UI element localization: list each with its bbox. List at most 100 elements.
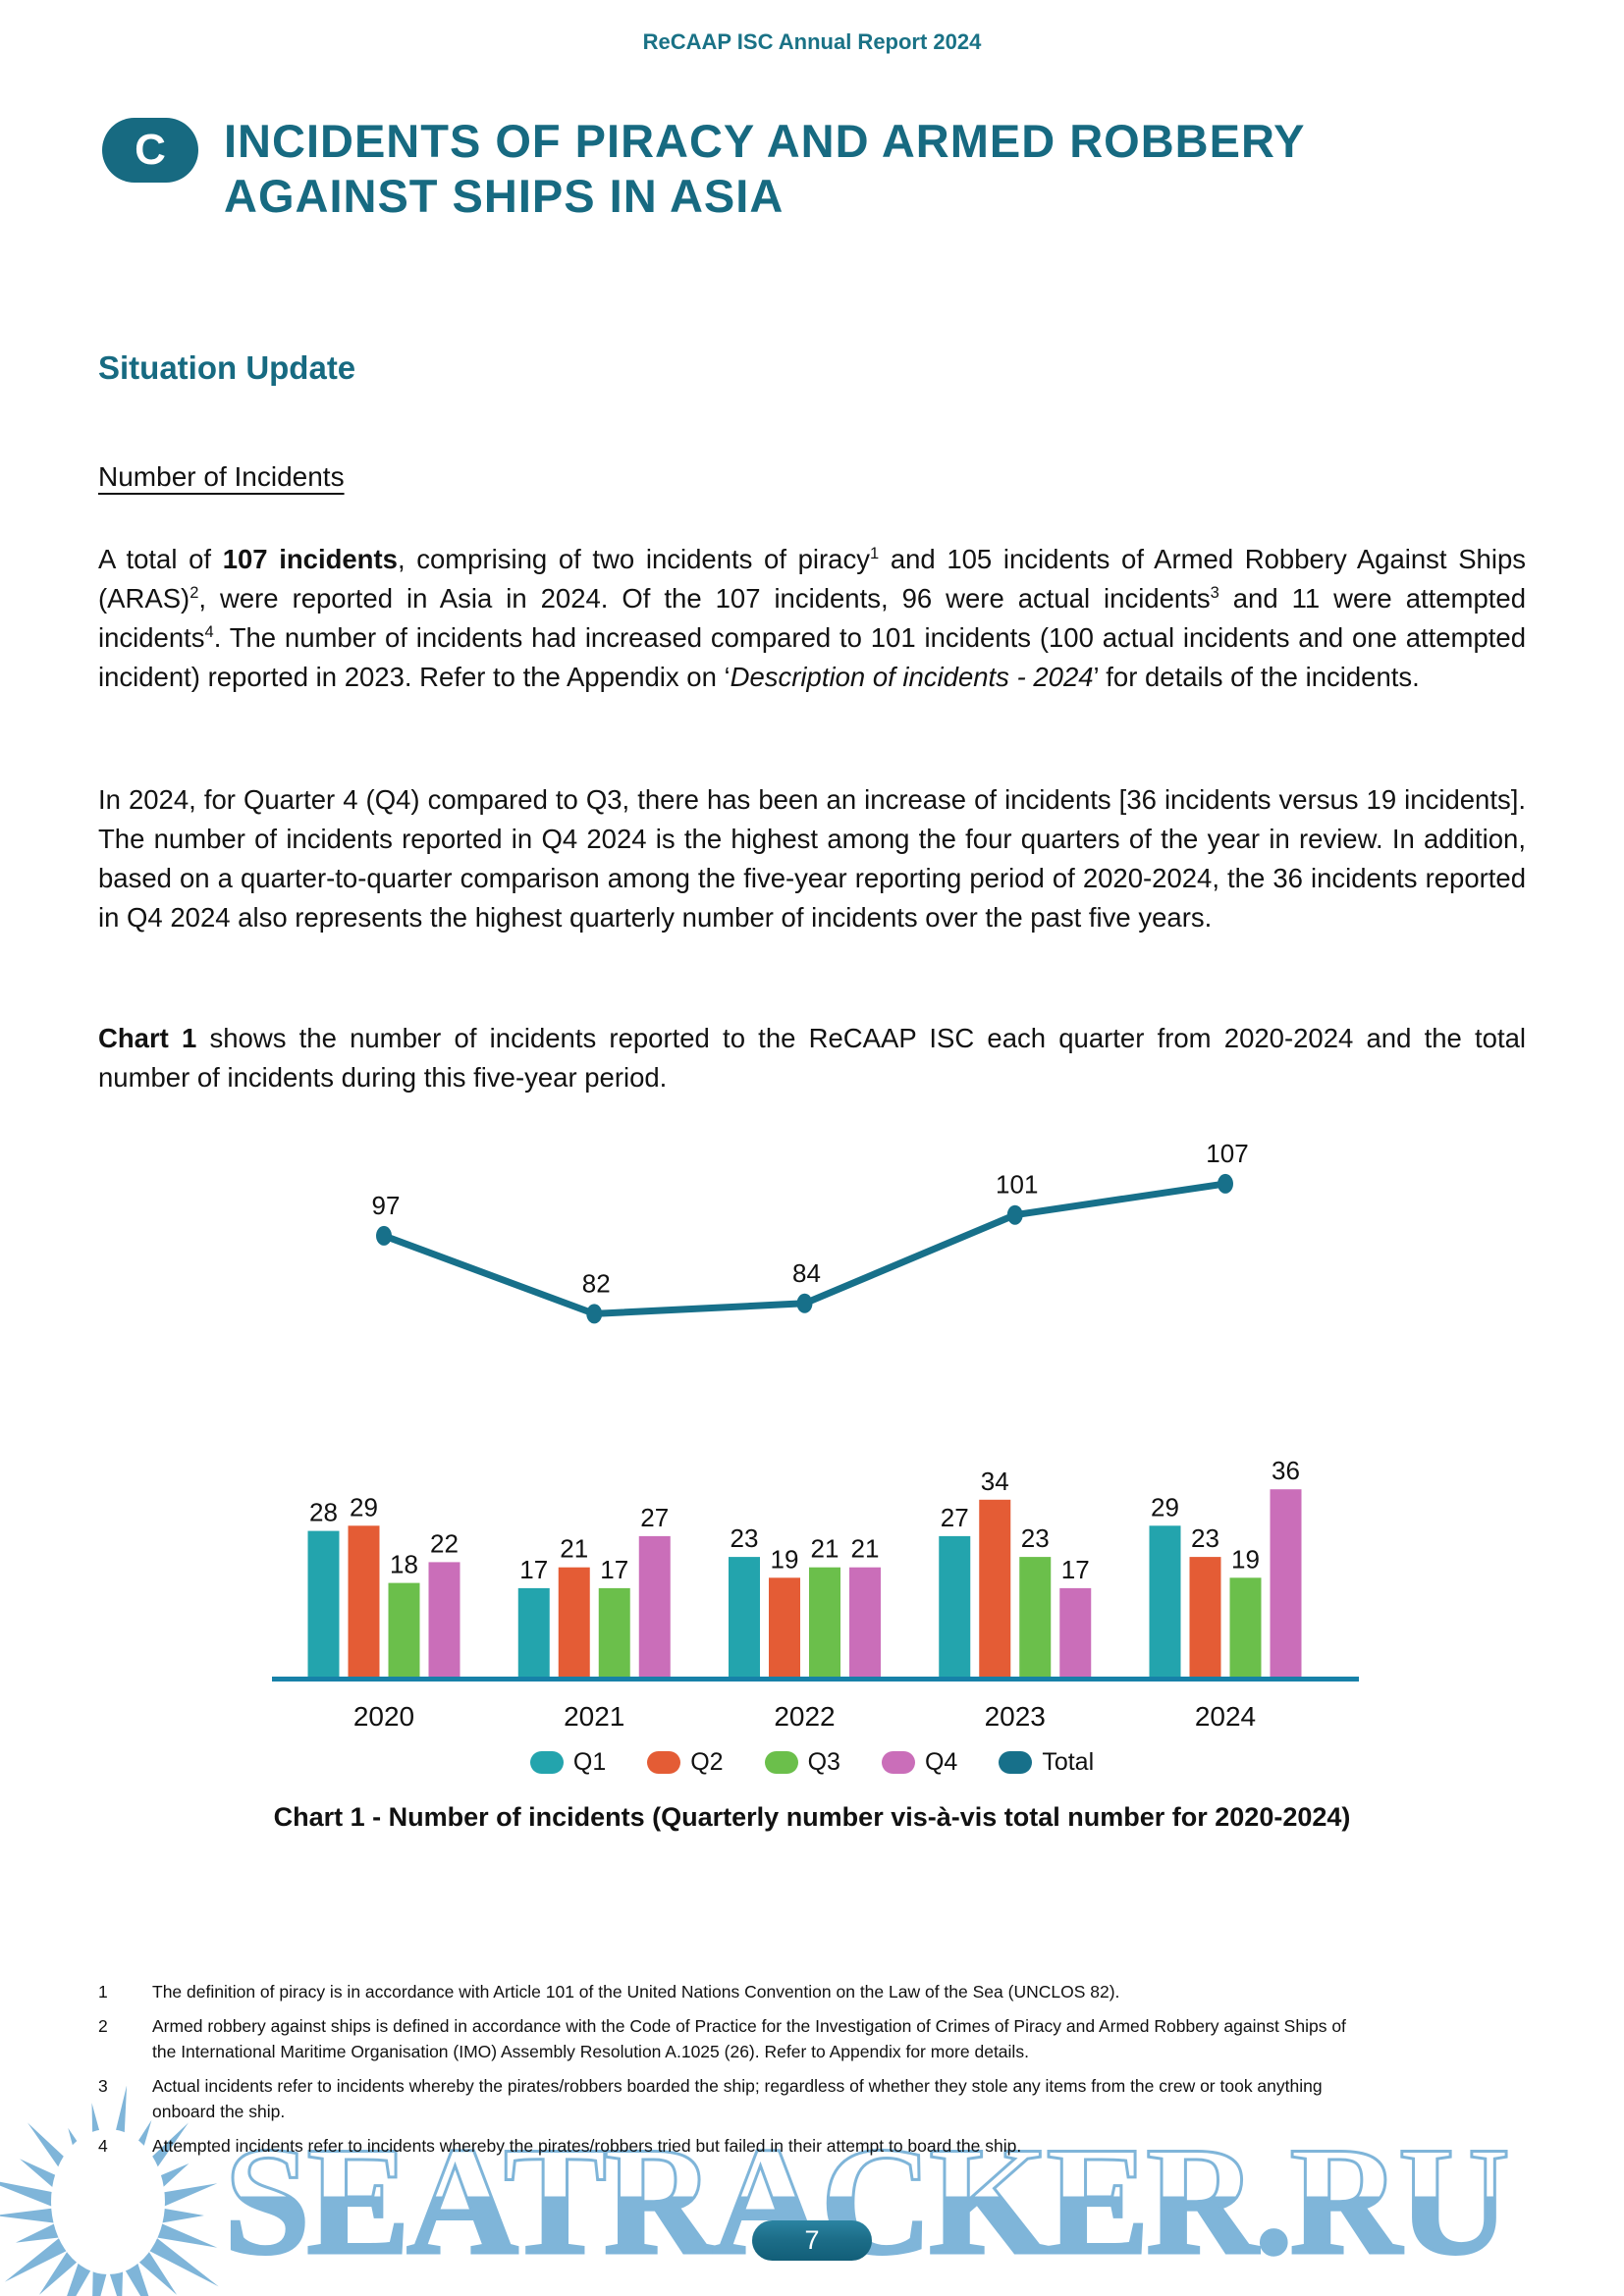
text-segment: A total of [98,544,223,574]
bar-q1-2020 [307,1530,340,1677]
legend-label: Q3 [807,1748,840,1776]
bar-q3-2021 [598,1587,630,1677]
total-value-label: 97 [372,1191,401,1220]
watermark: SEATRACKER.RU [0,2086,1624,2296]
bar-q1-2024 [1149,1525,1181,1677]
text-segment: shows the number of incidents reported t… [98,1023,1526,1093]
total-point [1006,1204,1023,1225]
bar-value-label: 29 [350,1492,378,1522]
chart-legend: Q1 Q2 Q3 Q4 Total [0,1748,1624,1777]
text-segment: , were reported in Asia in 2024. Of the … [198,583,1211,614]
x-tick-label: 2021 [564,1701,624,1732]
text-segment: ’ for details of the incidents. [1093,662,1420,692]
total-point [376,1225,392,1246]
paragraph-incident-summary: A total of 107 incidents, comprising of … [98,540,1526,697]
bar-q2-2023 [979,1499,1011,1677]
paragraph-quarter-comparison: In 2024, for Quarter 4 (Q4) compared to … [98,780,1526,937]
legend-item-q4: Q4 [881,1748,958,1777]
x-tick-label: 2024 [1195,1701,1256,1732]
bar-value-label: 22 [430,1528,459,1558]
bar-q2-2024 [1189,1557,1221,1677]
footnote-number: 3 [98,2076,108,2096]
total-point [796,1293,813,1313]
legend-label: Q2 [690,1748,724,1776]
legend-marker-icon [999,1751,1033,1774]
x-tick-label: 2022 [774,1701,835,1732]
bar-q4-2021 [638,1535,671,1677]
bar-value-label: 23 [731,1523,759,1553]
footnote-1: 1 The definition of piracy is in accordan… [98,1979,1375,2004]
text-segment: and 105 incidents of Armed Robbery Again… [98,544,1527,614]
page-number-badge: 7 [752,2220,872,2261]
section-badge-c: C [102,118,198,183]
text-segment: , comprising of two incidents of piracy [397,544,870,574]
bar-q2-2020 [348,1525,380,1677]
footnote-text: Attempted incidents refer to incidents w… [152,2136,1022,2156]
x-tick-label: 2023 [985,1701,1046,1732]
text-segment: . The number of incidents had increased … [98,622,1526,692]
text-segment: and 11 were attempted incidents [98,583,1526,653]
footnote-text: Armed robbery against ships is defined i… [152,2016,1346,2061]
text-segment: 3 [1210,583,1219,602]
bar-value-label: 21 [851,1534,880,1564]
report-header-title: ReCAAP ISC Annual Report 2024 [642,29,982,54]
total-value-label: 101 [996,1170,1038,1200]
text-segment: 1 [869,544,880,562]
subsection-number-of-incidents: Number of Incidents [98,461,345,492]
section-title-line1: INCIDENTS OF PIRACY AND ARMED ROBBERY [224,115,1306,167]
bar-q3-2024 [1229,1577,1262,1677]
footnote-text: The definition of piracy is in accordanc… [152,1982,1120,2002]
bar-q2-2021 [558,1567,590,1677]
legend-marker-icon [764,1751,798,1774]
footnote-3: 3 Actual incidents refer to incidents whe… [98,2073,1375,2124]
text-segment: Description of incidents - 2024 [730,662,1094,692]
watermark-text-svg: SEATRACKER.RU [224,2114,1512,2289]
legend-item-q1: Q1 [529,1748,607,1777]
bar-value-label: 27 [640,1503,669,1532]
bar-q4-2022 [849,1567,881,1677]
footnote-4: 4 Attempted incidents refer to incidents … [98,2133,1375,2159]
footnotes: 1 The definition of piracy is in accordan… [98,1979,1375,2167]
bar-value-label: 36 [1272,1456,1300,1485]
section-title: INCIDENTS OF PIRACY AND ARMED ROBBERY AGA… [224,114,1306,224]
bar-value-label: 21 [811,1534,839,1564]
section-heading: C INCIDENTS OF PIRACY AND ARMED ROBBERY A… [102,114,1536,224]
footnote-number: 2 [98,2016,108,2036]
bar-value-label: 21 [560,1534,588,1564]
bar-value-label: 17 [600,1555,628,1584]
text-segment: 2 [189,583,199,602]
bar-value-label: 18 [390,1550,418,1579]
legend-marker-icon [529,1751,564,1774]
legend-marker-icon [881,1751,915,1774]
text-segment: In 2024, for Quarter 4 (Q4) compared to … [98,784,1526,933]
bar-q3-2020 [388,1582,420,1677]
bar-q3-2023 [1019,1557,1052,1677]
bar-value-label: 27 [941,1503,969,1532]
chart-caption: Chart 1 - Number of incidents (Quarterly… [273,1802,1351,1832]
total-value-label: 84 [792,1258,821,1288]
total-point [1218,1173,1233,1194]
bar-q1-2021 [517,1587,550,1677]
total-point [586,1304,603,1324]
legend-marker-icon [647,1751,681,1774]
text-segment: 4 [204,622,214,641]
watermark-text: SEATRACKER.RU [224,2115,1510,2287]
bar-q4-2023 [1059,1587,1092,1677]
paragraph-chart-intro: Chart 1 shows the number of incidents re… [98,1019,1526,1097]
subheading-situation-update: Situation Update [98,349,356,386]
legend-label: Q4 [924,1748,958,1776]
bar-q4-2024 [1270,1489,1302,1677]
x-tick-label: 2020 [353,1701,414,1732]
total-value-label: 107 [1206,1139,1248,1168]
legend-label: Q1 [572,1748,607,1776]
bar-value-label: 29 [1151,1492,1179,1522]
legend-item-q3: Q3 [764,1748,840,1777]
footnote-number: 4 [98,2136,108,2156]
bar-value-label: 28 [309,1498,338,1527]
bar-value-label: 17 [519,1555,548,1584]
bar-q1-2023 [939,1535,971,1677]
bar-value-label: 19 [771,1544,799,1574]
incidents-chart: 28 17 23 27 29 29 21 19 34 23 18 17 21 23 19 22 27 21 17 36… [272,1139,1359,1732]
sun-logo-icon [0,2086,219,2296]
